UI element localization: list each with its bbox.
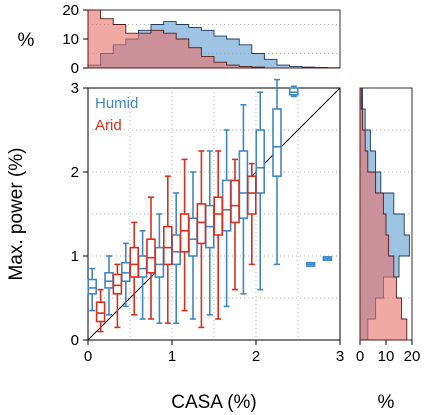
y-axis-label: Max. power (%) (6, 147, 27, 280)
box-humid (255, 91, 266, 291)
box-humid (322, 256, 333, 262)
box-humid (305, 261, 316, 267)
box-iqr (179, 213, 190, 253)
y-tick-label: 3 (71, 80, 79, 97)
box-iqr (230, 179, 240, 224)
legend-arid: Arid (95, 117, 122, 134)
x-tick-label: 1 (168, 348, 176, 365)
box-iqr (163, 225, 173, 266)
box-arid (129, 221, 139, 316)
box-iqr (221, 179, 232, 232)
box-iqr (238, 150, 249, 219)
x-axis-label: CASA (%) (171, 392, 257, 413)
box-iqr (137, 255, 148, 278)
box-arid (230, 158, 240, 291)
box-iqr (154, 246, 165, 278)
box-arid (247, 162, 257, 266)
box-iqr (104, 271, 114, 289)
box-iqr (171, 234, 181, 266)
y-tick-label: 2 (71, 164, 79, 181)
box-iqr (288, 87, 299, 96)
box-humid (171, 192, 181, 325)
box-humid (87, 267, 97, 312)
box-iqr (112, 273, 123, 295)
box-humid (238, 104, 249, 295)
legend-humid: Humid (95, 95, 138, 112)
box-arid (146, 196, 156, 320)
right-hist-arid (359, 87, 408, 341)
x-tick-label: 2 (252, 348, 260, 365)
box-iqr (272, 108, 282, 177)
right-hist-tick-label: 20 (404, 348, 421, 365)
right-hist-tick-label: 0 (356, 348, 364, 365)
box-iqr (87, 278, 97, 295)
box-humid (104, 255, 114, 316)
right-hist-tick-label: 10 (378, 348, 395, 365)
top-histogram: 0 10 20 (62, 2, 341, 77)
box-iqr (196, 203, 207, 245)
box-humid (137, 230, 148, 320)
box-humid (221, 129, 232, 308)
right-histogram: 0 10 20 (356, 87, 421, 365)
box-iqr (255, 129, 266, 194)
axis-ticks: 0 1 2 3 0 1 2 3 (71, 80, 345, 365)
box-iqr (146, 238, 156, 274)
y-tick-label: 0 (71, 332, 79, 349)
box-arid (196, 150, 207, 329)
box-iqr (121, 261, 131, 283)
box-humid (205, 150, 215, 316)
box-iqr (188, 217, 198, 257)
y-tick-label: 1 (71, 248, 79, 265)
top-hist-tick-label: 10 (62, 31, 79, 48)
right-hist-xlabel: % (378, 392, 395, 413)
top-hist-ylabel: % (18, 30, 35, 51)
box-iqr (95, 301, 106, 323)
x-tick-label: 0 (84, 348, 92, 365)
box-humid (288, 85, 299, 98)
box-arid (213, 150, 223, 320)
box-arid (112, 263, 123, 329)
box-arid (179, 158, 190, 312)
box-humid (154, 213, 165, 325)
top-hist-tick-label: 0 (71, 60, 79, 77)
box-arid (95, 288, 106, 333)
box-arid (163, 175, 173, 325)
box-iqr (247, 175, 257, 215)
box-plots (87, 78, 333, 333)
box-iqr (129, 246, 139, 278)
box-humid (121, 242, 131, 308)
x-tick-label: 3 (336, 348, 344, 365)
box-humid (188, 171, 198, 320)
box-humid (272, 78, 282, 266)
top-hist-tick-label: 20 (62, 2, 79, 19)
top-hist-arid (87, 9, 340, 69)
box-iqr (213, 196, 223, 236)
